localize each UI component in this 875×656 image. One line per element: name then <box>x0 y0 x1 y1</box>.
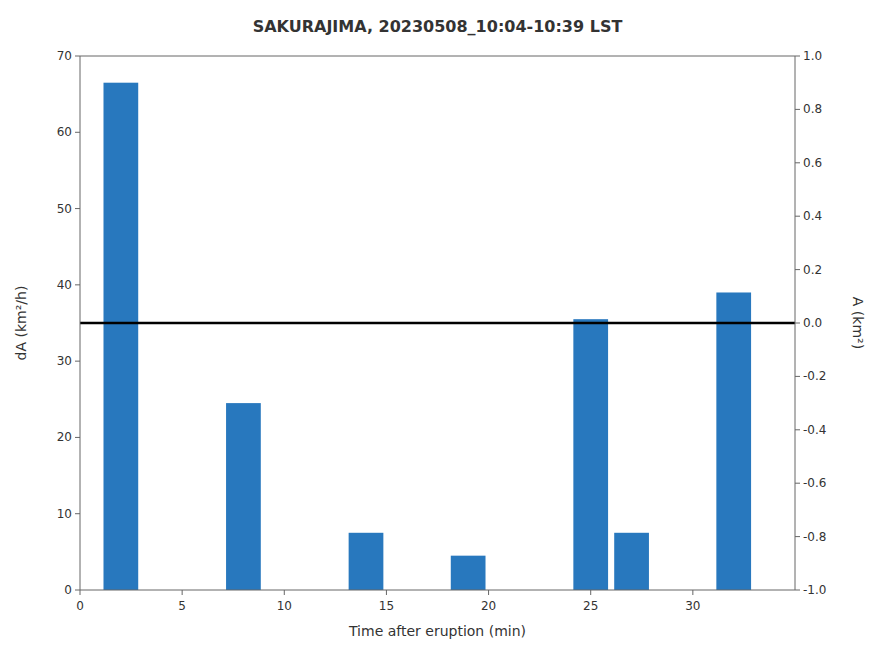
y2-tick <box>795 269 800 270</box>
x-tick-label: 20 <box>481 599 496 613</box>
y-tick <box>75 132 80 133</box>
y-tick-label: 30 <box>57 354 72 368</box>
bar <box>451 556 486 590</box>
y2-tick-label: -0.4 <box>803 423 826 437</box>
x-tick <box>182 590 183 595</box>
y2-tick-label: -1.0 <box>803 583 826 597</box>
y2-tick <box>795 109 800 110</box>
y2-tick <box>795 536 800 537</box>
y-tick <box>75 513 80 514</box>
y2-tick <box>795 590 800 591</box>
y-tick <box>75 361 80 362</box>
title: SAKURAJIMA, 20230508_10:04-10:39 LST <box>253 17 623 36</box>
y2-tick-label: -0.6 <box>803 476 826 490</box>
bar <box>103 83 138 590</box>
x-tick-label: 30 <box>685 599 700 613</box>
y-tick-label: 60 <box>57 125 72 139</box>
y-tick-label: 40 <box>57 278 72 292</box>
y2-tick <box>795 429 800 430</box>
y2-axis-label: A (km²) <box>850 297 866 349</box>
y2-tick <box>795 56 800 57</box>
x-tick-label: 25 <box>583 599 598 613</box>
x-tick <box>692 590 693 595</box>
y-tick-label: 20 <box>57 430 72 444</box>
y2-tick <box>795 162 800 163</box>
y2-tick <box>795 376 800 377</box>
bar <box>573 319 608 590</box>
y2-tick <box>795 216 800 217</box>
x-tick <box>590 590 591 595</box>
y2-tick-label: 0.2 <box>803 263 822 277</box>
y2-tick-label: 1.0 <box>803 49 822 63</box>
top-frame-line <box>80 56 795 57</box>
bar <box>349 533 384 590</box>
x-tick <box>80 590 81 595</box>
y2-tick-label: 0.0 <box>803 316 822 330</box>
bar <box>614 533 649 590</box>
x-tick <box>488 590 489 595</box>
y-axis-label: dA (km²/h) <box>13 286 29 361</box>
chart-svg: 0 5 10 15 20 25 30 0 10 20 30 40 50 60 70 -1.0 -0.8 -0.6 -… <box>0 0 875 656</box>
y2-tick-label: 0.8 <box>803 102 822 116</box>
y-tick <box>75 590 80 591</box>
x-tick <box>284 590 285 595</box>
x-axis-line <box>80 590 795 591</box>
y2-tick-label: -0.8 <box>803 530 826 544</box>
y-tick-label: 70 <box>57 49 72 63</box>
y-tick <box>75 437 80 438</box>
reference-line <box>80 322 795 325</box>
x-tick-label: 10 <box>277 599 292 613</box>
y2-tick-label: 0.4 <box>803 209 822 223</box>
y-axis-line <box>80 56 81 590</box>
y2-tick-label: 0.6 <box>803 156 822 170</box>
x-tick-label: 5 <box>178 599 186 613</box>
axes: 0 5 10 15 20 25 30 0 10 20 30 40 50 60 70 -1.0 -0.8 -0.6 -… <box>57 49 827 613</box>
y-tick <box>75 56 80 57</box>
x-tick-label: 15 <box>379 599 394 613</box>
plot-area <box>80 83 795 590</box>
y2-tick-label: -0.2 <box>803 369 826 383</box>
y2-tick <box>795 483 800 484</box>
chart-container: 0 5 10 15 20 25 30 0 10 20 30 40 50 60 70 -1.0 -0.8 -0.6 -… <box>0 0 875 656</box>
y-tick-label: 10 <box>57 507 72 521</box>
bar <box>226 403 261 590</box>
x-tick <box>386 590 387 595</box>
y-tick <box>75 208 80 209</box>
y-tick-label: 50 <box>57 202 72 216</box>
x-axis-label: Time after eruption (min) <box>348 623 526 639</box>
y-tick-label: 0 <box>64 583 72 597</box>
y-tick <box>75 284 80 285</box>
y2-tick <box>795 323 800 324</box>
x-tick-label: 0 <box>76 599 84 613</box>
bar <box>716 292 751 590</box>
